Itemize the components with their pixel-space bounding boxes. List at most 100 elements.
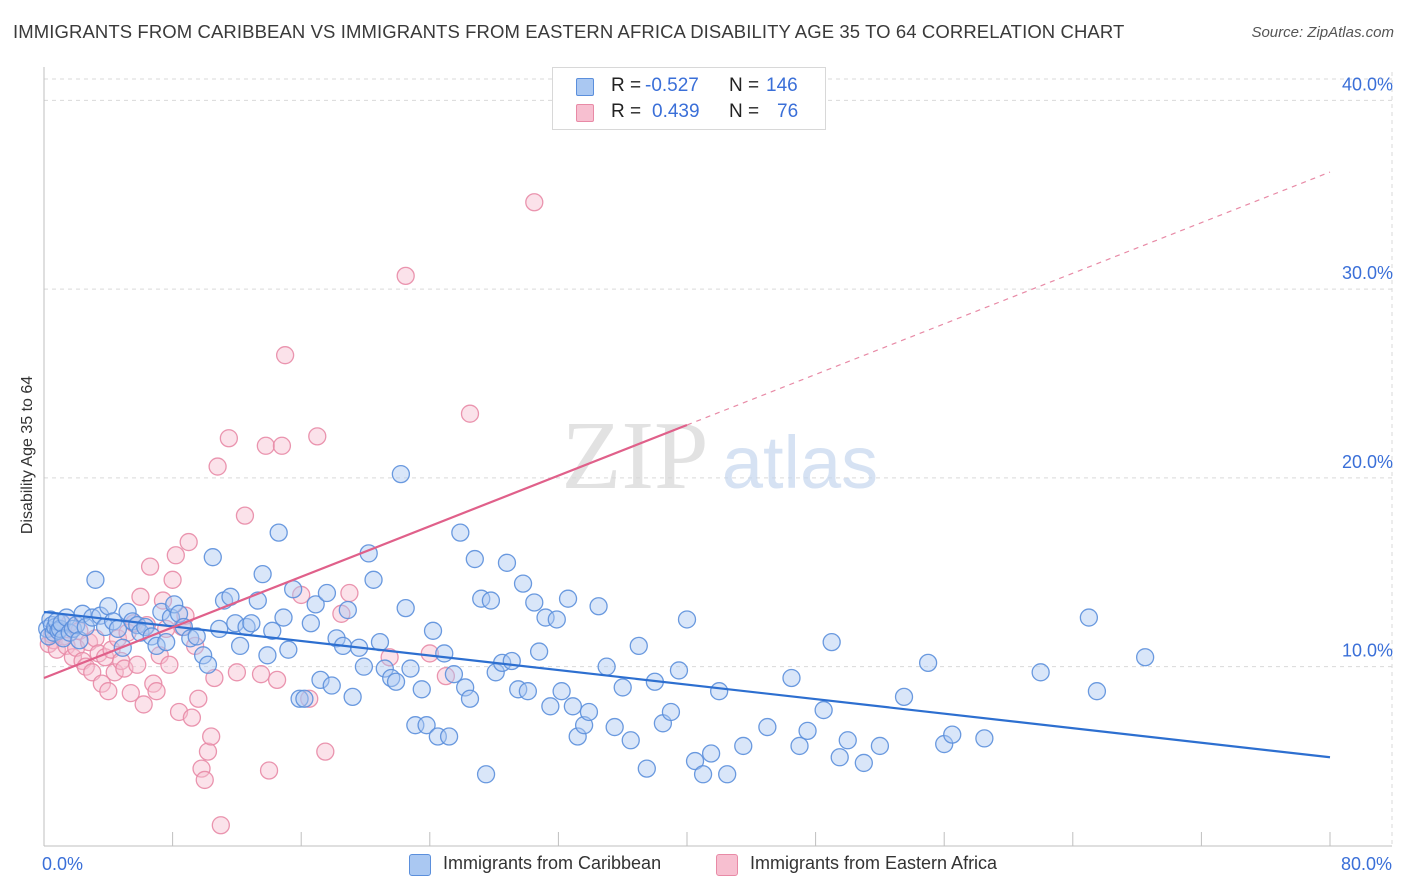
eastern-africa-point xyxy=(140,557,160,576)
caribbean-point xyxy=(1079,608,1099,627)
caribbean-point xyxy=(230,636,250,656)
caribbean-point xyxy=(758,717,777,737)
eastern-africa-point xyxy=(259,761,279,780)
eastern-africa-point xyxy=(308,427,327,446)
caribbean-swatch xyxy=(576,78,594,96)
caribbean-point xyxy=(198,655,218,674)
caribbean-point xyxy=(451,523,470,542)
caribbean-point xyxy=(621,731,640,750)
caribbean-point xyxy=(193,646,213,665)
caribbean-point xyxy=(677,610,697,629)
r-label: R = xyxy=(611,101,642,122)
caribbean-point xyxy=(181,629,200,648)
eastern-africa-point xyxy=(227,663,247,682)
caribbean-point xyxy=(258,646,277,665)
caribbean-point xyxy=(513,574,533,593)
caribbean-point xyxy=(568,727,587,746)
source-note: Source: ZipAtlas.com xyxy=(1251,24,1394,41)
eastern-africa-point xyxy=(92,674,112,693)
eastern-africa-point xyxy=(108,629,128,648)
eastern-africa-swatch xyxy=(716,854,738,876)
eastern-africa-point xyxy=(134,695,153,714)
caribbean-point xyxy=(226,614,245,633)
n-value: 76 xyxy=(777,101,799,122)
caribbean-point xyxy=(669,661,689,680)
eastern-africa-point xyxy=(316,742,335,761)
caribbean-point xyxy=(1135,648,1155,667)
caribbean-point xyxy=(435,644,454,663)
eastern-africa-trend-extension xyxy=(686,171,1331,426)
eastern-africa-point xyxy=(202,727,221,746)
caribbean-point xyxy=(822,632,841,652)
eastern-africa-point xyxy=(105,663,124,682)
eastern-africa-point xyxy=(131,587,150,606)
caribbean-point xyxy=(76,617,95,637)
caribbean-point xyxy=(830,748,849,767)
caribbean-point xyxy=(637,759,656,778)
caribbean-point xyxy=(629,636,648,656)
eastern-africa-point xyxy=(121,683,140,703)
caribbean-point xyxy=(242,614,261,633)
caribbean-point xyxy=(497,553,517,572)
chart-title: IMMIGRANTS FROM CARIBBEAN VS IMMIGRANTS … xyxy=(13,21,1125,42)
eastern-africa-point xyxy=(147,682,166,701)
caribbean-point xyxy=(301,614,320,633)
caribbean-point xyxy=(354,657,374,676)
eastern-africa-point xyxy=(192,759,211,778)
eastern-africa-point xyxy=(251,665,271,684)
watermark: ZIP atlas xyxy=(562,402,879,510)
caribbean-point xyxy=(734,736,753,756)
caribbean-point xyxy=(263,621,282,640)
caribbean-point xyxy=(661,702,681,722)
caribbean-point xyxy=(518,682,538,701)
caribbean-point xyxy=(558,589,578,608)
caribbean-point xyxy=(798,721,817,740)
eastern-africa-swatch xyxy=(576,104,594,122)
trend-lines xyxy=(43,171,1331,759)
caribbean-point xyxy=(790,736,809,756)
caribbean-point xyxy=(375,659,394,678)
x-tick-label: 0.0% xyxy=(42,854,83,874)
eastern-africa-point xyxy=(128,655,147,674)
caribbean-point xyxy=(710,682,729,701)
caribbean-point xyxy=(476,765,496,784)
caribbean-point xyxy=(597,657,616,676)
caribbean-point xyxy=(391,464,411,484)
r-label: R = xyxy=(611,75,642,96)
eastern-africa-point xyxy=(163,570,182,589)
caribbean-point xyxy=(210,619,229,639)
caribbean-point xyxy=(327,629,346,648)
caribbean-point xyxy=(918,653,938,673)
caribbean-point xyxy=(279,640,298,659)
caribbean-point xyxy=(306,595,325,614)
caribbean-point xyxy=(718,765,737,784)
caribbean-point xyxy=(311,670,330,690)
caribbean-point xyxy=(157,632,176,652)
tick-labels: 10.0% 20.0% 30.0% 40.0% 0.0% 80.0% xyxy=(42,74,1393,874)
eastern-africa-point xyxy=(195,770,214,790)
caribbean-point xyxy=(854,753,873,773)
legend-label: Immigrants from Caribbean xyxy=(443,853,662,873)
caribbean-point xyxy=(396,598,415,618)
caribbean-point xyxy=(525,593,544,612)
caribbean-point xyxy=(481,591,501,610)
caribbean-point xyxy=(456,678,475,697)
eastern-africa-point xyxy=(267,670,287,690)
caribbean-point xyxy=(338,600,357,620)
caribbean-trend-line xyxy=(43,610,1331,759)
eastern-africa-point xyxy=(160,655,179,674)
eastern-africa-point xyxy=(211,816,230,835)
caribbean-point xyxy=(343,687,362,707)
eastern-africa-point xyxy=(275,346,295,365)
caribbean-point xyxy=(1087,682,1107,701)
eastern-africa-point xyxy=(420,644,439,663)
caribbean-point xyxy=(290,689,309,708)
caribbean-swatch xyxy=(409,854,431,876)
eastern-africa-points xyxy=(39,193,544,835)
caribbean-point xyxy=(541,697,560,716)
r-value: 0.439 xyxy=(652,101,700,122)
watermark-zip: ZIP xyxy=(562,402,709,510)
caribbean-point xyxy=(460,689,480,708)
n-value: 146 xyxy=(766,75,798,96)
